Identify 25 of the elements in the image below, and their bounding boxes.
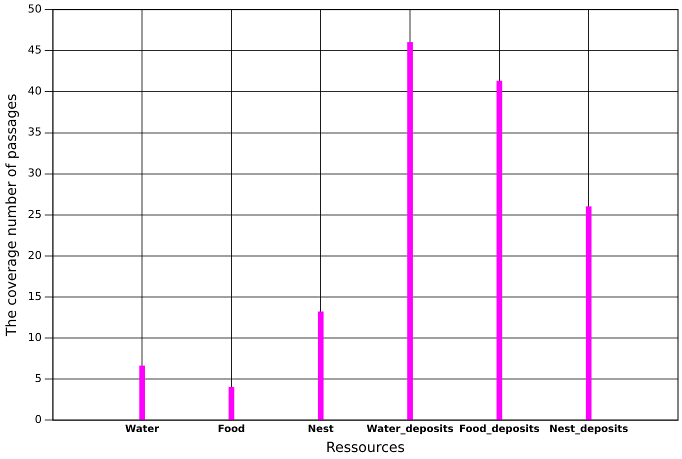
y-tick-label: 50 <box>28 2 42 16</box>
bar <box>228 387 234 420</box>
y-tick-label: 0 <box>34 413 42 426</box>
x-tick-label: Water <box>125 424 160 435</box>
bar <box>318 311 324 420</box>
bar <box>496 80 502 420</box>
y-axis-title: The coverage number of passages <box>4 94 20 338</box>
y-tick-label: 5 <box>34 372 42 385</box>
bar <box>586 206 592 420</box>
y-tick-label: 30 <box>28 166 42 180</box>
y-tick-label: 15 <box>28 290 42 303</box>
y-tick-label: 35 <box>28 126 42 139</box>
bar <box>407 42 413 420</box>
x-tick-label: Nest_deposits <box>549 424 628 435</box>
x-tick-label: Food_deposits <box>459 424 540 435</box>
y-tick-label: 20 <box>28 248 42 262</box>
y-tick-label: 45 <box>28 44 42 57</box>
y-tick-label: 10 <box>28 330 42 344</box>
y-tick-label: 40 <box>28 84 42 98</box>
x-axis-title: Ressources <box>326 440 405 456</box>
y-tick-label: 25 <box>28 208 42 221</box>
bar <box>139 366 145 420</box>
x-tick-label: Nest <box>308 424 334 435</box>
x-tick-label: Food <box>218 424 246 435</box>
x-tick-label: Water_deposits <box>366 424 454 435</box>
